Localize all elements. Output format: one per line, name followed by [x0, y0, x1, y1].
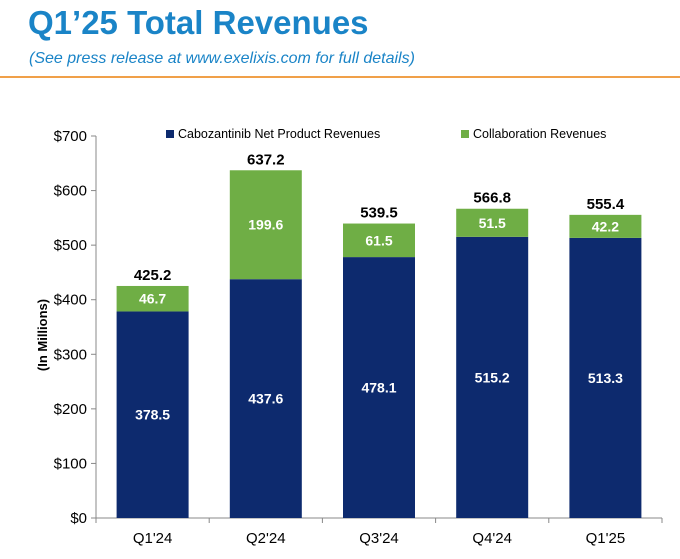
y-axis-title: (In Millions) — [35, 299, 50, 371]
x-tick-label: Q4'24 — [472, 530, 512, 547]
bar-segment-collaboration — [569, 214, 642, 238]
data-label-cabozantinib: 515.2 — [475, 369, 510, 385]
x-tick-label: Q1'25 — [586, 530, 626, 547]
bar-segment-cabozantinib — [116, 311, 189, 518]
data-label-total: 566.8 — [473, 190, 511, 207]
y-tick-label: $400 — [54, 292, 87, 309]
legend-swatch — [461, 130, 469, 138]
data-label-cabozantinib: 478.1 — [361, 380, 396, 396]
data-label-total: 555.4 — [587, 196, 625, 213]
y-tick-label: $0 — [70, 510, 87, 527]
bar-segment-cabozantinib — [229, 279, 302, 518]
bar-segment-collaboration — [116, 285, 189, 312]
bar-segment-cabozantinib — [569, 237, 642, 518]
x-tick-label: Q1'24 — [133, 530, 173, 547]
y-tick-label: $300 — [54, 346, 87, 363]
data-label-collaboration: 199.6 — [248, 217, 283, 233]
bar-segment-collaboration — [343, 223, 415, 258]
data-label-cabozantinib: 437.6 — [248, 391, 283, 407]
data-label-cabozantinib: 513.3 — [588, 370, 623, 386]
x-tick-label: Q2'24 — [246, 530, 286, 547]
page-subtitle: (See press release at www.exelixis.com f… — [29, 50, 415, 67]
y-tick-label: $200 — [54, 401, 87, 418]
legend-item-collaboration: Collaboration Revenues — [473, 127, 606, 141]
data-label-collaboration: 51.5 — [479, 215, 506, 231]
data-label-total: 637.2 — [247, 151, 285, 168]
y-tick-label: $100 — [54, 455, 87, 472]
y-tick-label: $700 — [54, 128, 87, 145]
x-tick-label: Q3'24 — [359, 530, 399, 547]
bar-segment-cabozantinib — [343, 257, 415, 518]
header-divider — [0, 76, 680, 78]
data-label-cabozantinib: 378.5 — [135, 407, 170, 423]
data-label-total: 539.5 — [360, 205, 398, 222]
data-label-collaboration: 46.7 — [139, 291, 166, 307]
legend-swatch — [166, 130, 174, 138]
bar-segment-collaboration — [456, 208, 529, 237]
page-title: Q1’25 Total Revenues — [28, 4, 369, 41]
bar-segment-collaboration — [229, 170, 302, 280]
data-label-collaboration: 42.2 — [592, 218, 619, 234]
bar-segment-cabozantinib — [456, 236, 529, 518]
data-label-total: 425.2 — [134, 267, 172, 284]
y-tick-label: $500 — [54, 237, 87, 254]
y-tick-label: $600 — [54, 183, 87, 200]
legend-item-cabozantinib: Cabozantinib Net Product Revenues — [178, 127, 380, 141]
data-label-collaboration: 61.5 — [365, 232, 392, 248]
